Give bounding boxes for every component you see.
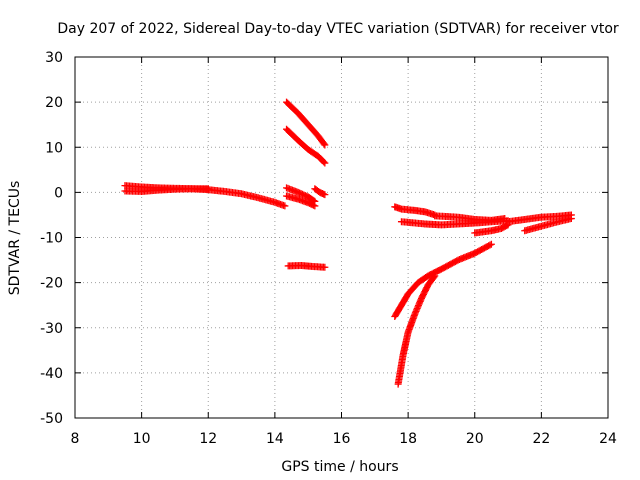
y-tick-labels: 30 20 10 0 -10 -20 -30 -40 -50 (40, 50, 63, 427)
x-tick-label: 14 (266, 431, 284, 447)
y-tick-label: 10 (45, 140, 63, 156)
series-seg-q (394, 272, 439, 388)
x-tick-label: 12 (199, 431, 217, 447)
x-tick-label: 10 (133, 431, 151, 447)
x-tick-label: 16 (333, 431, 351, 447)
series-seg-i (284, 261, 329, 271)
data-point (430, 273, 438, 281)
x-tick-labels: 8 10 12 14 16 18 20 22 24 (71, 431, 617, 447)
data-point (320, 158, 328, 166)
y-tick-label: -10 (40, 231, 63, 247)
y-tick-label: -50 (40, 411, 63, 427)
series-seg-c (204, 186, 289, 210)
data-points (121, 98, 575, 388)
data-point (321, 159, 329, 167)
chart-title: Day 207 of 2022, Sidereal Day-to-day VTE… (57, 21, 619, 37)
y-tick-label: 0 (54, 185, 63, 201)
data-point (431, 272, 439, 280)
x-tick-label: 8 (71, 431, 80, 447)
series-seg-d (283, 98, 329, 149)
x-axis-label: GPS time / hours (281, 459, 398, 475)
y-tick-label: -40 (40, 366, 63, 382)
x-tick-label: 24 (599, 431, 617, 447)
series-seg-b (121, 185, 212, 195)
data-point (567, 215, 575, 223)
ticks (74, 56, 609, 419)
data-point (486, 241, 494, 249)
data-point (321, 141, 329, 149)
series-seg-p (391, 240, 495, 320)
series-seg-h (311, 185, 329, 199)
y-tick-label: 20 (45, 95, 63, 111)
x-tick-label: 18 (399, 431, 417, 447)
series-seg-m (471, 221, 512, 237)
data-point (281, 202, 289, 210)
series-seg-l (397, 217, 512, 229)
series-seg-o (521, 215, 575, 235)
data-point (321, 191, 329, 199)
data-point (320, 140, 328, 148)
data-point (487, 240, 495, 248)
data-point (321, 263, 329, 271)
data-point (311, 202, 319, 210)
data-point (503, 222, 511, 230)
series-seg-g (283, 192, 319, 210)
y-tick-label: 30 (45, 50, 63, 66)
y-tick-label: -30 (40, 321, 63, 337)
x-tick-label: 22 (532, 431, 550, 447)
series-seg-e (283, 125, 329, 167)
y-axis-label: SDTVAR / TECUs (7, 181, 23, 296)
x-tick-label: 20 (466, 431, 484, 447)
y-tick-label: -20 (40, 276, 63, 292)
